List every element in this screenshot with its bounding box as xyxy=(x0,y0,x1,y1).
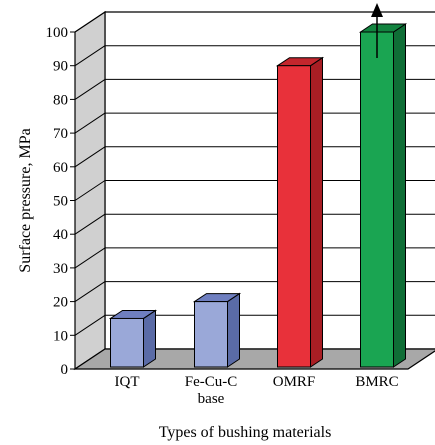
y-axis-ticks: 0 10 20 30 40 50 60 70 80 90 100 xyxy=(46,25,76,378)
bar-side xyxy=(394,24,406,367)
y-tick-label: 20 xyxy=(53,295,68,311)
y-tick-label: 70 xyxy=(53,126,68,142)
y-tick-label: 40 xyxy=(53,227,68,243)
bar-side xyxy=(144,310,156,367)
bar-arrow-head xyxy=(371,3,383,17)
bar-front xyxy=(278,66,311,367)
y-tick-label: 60 xyxy=(53,160,68,176)
y-tick-label: 30 xyxy=(53,261,68,277)
bar-front xyxy=(361,32,394,367)
y-tick-label: 90 xyxy=(53,59,68,75)
y-axis-title: Surface pressure, MPa xyxy=(17,128,34,272)
y-tick-label: 10 xyxy=(53,328,68,344)
y-tick-label: 50 xyxy=(53,194,68,210)
bar xyxy=(111,310,156,367)
x-tick-label: OMRF xyxy=(273,374,316,390)
bar-front xyxy=(111,318,144,367)
bar xyxy=(278,58,323,367)
y-tick-label: 0 xyxy=(61,362,69,378)
bar xyxy=(195,294,240,367)
bar-side xyxy=(311,58,323,367)
x-tick-label: Fe-Cu-C base xyxy=(185,374,238,407)
bar-side xyxy=(228,294,240,367)
x-tick-label: BMRC xyxy=(355,374,398,390)
bar-front xyxy=(195,302,228,367)
bar xyxy=(361,3,406,367)
y-tick-label: 100 xyxy=(46,25,69,41)
y-tick-label: 80 xyxy=(53,92,68,108)
x-axis-labels: IQT Fe-Cu-C base OMRF BMRC xyxy=(115,374,399,407)
x-tick-label: IQT xyxy=(115,374,140,390)
x-axis-title: Types of bushing materials xyxy=(159,424,332,441)
